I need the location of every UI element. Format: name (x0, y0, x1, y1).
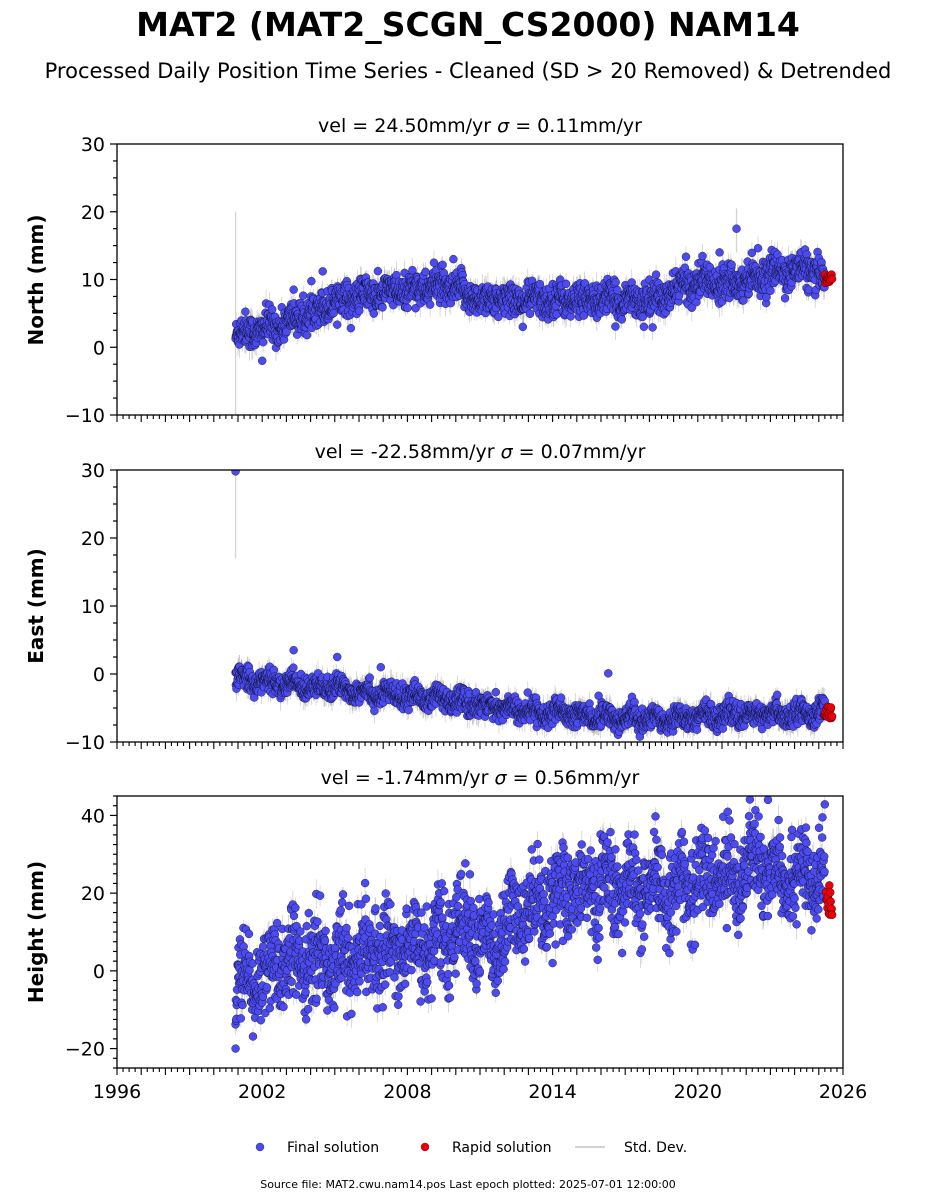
north-final-point (518, 322, 527, 332)
panel-north-title: vel = 24.50mm/yr σ = 0.11mm/yr (318, 115, 642, 137)
north-ytick-label: 30 (81, 134, 105, 156)
north-final-point (613, 285, 622, 295)
north-final-point (421, 267, 430, 276)
north-final-point (307, 277, 316, 286)
north-final-point (639, 322, 649, 331)
north-final-point (318, 267, 327, 276)
panel-north-axes: −10 0 10 20 30 (65, 134, 844, 427)
north-final-point (617, 315, 626, 324)
north-final-point (732, 224, 741, 233)
north-final-point (780, 294, 790, 303)
panel-north-plot (231, 208, 837, 415)
north-final-point (258, 356, 267, 365)
north-final-points (231, 224, 829, 365)
north-final-point (449, 254, 458, 264)
north-ytick-label: 20 (81, 202, 105, 224)
north-final-point (739, 296, 748, 305)
north-final-point (241, 307, 250, 316)
north-final-point (579, 311, 588, 320)
north-final-point (302, 330, 312, 340)
north-final-point (438, 260, 447, 270)
north-final-point (638, 312, 647, 322)
north-final-point (333, 320, 342, 329)
north-final-point (373, 266, 383, 276)
north-final-point (762, 292, 771, 302)
north-final-point (525, 309, 535, 318)
north-final-point (378, 303, 387, 312)
north-final-point (648, 323, 657, 332)
north-final-point (674, 291, 684, 301)
north-final-point (611, 278, 620, 287)
figure-subtitle: Processed Daily Position Time Series - C… (45, 59, 892, 83)
north-rapid-points (820, 270, 837, 287)
north-final-point (681, 252, 691, 261)
north-final-point (408, 266, 417, 275)
north-final-point (425, 300, 435, 309)
north-final-point (804, 285, 814, 294)
north-final-point (494, 312, 503, 322)
north-rapid-point (827, 274, 837, 284)
north-final-point (355, 306, 364, 316)
north-final-point (369, 309, 378, 318)
north-final-point (747, 248, 757, 258)
north-final-point (429, 258, 439, 267)
north-final-point (329, 308, 338, 318)
north-final-point (561, 279, 571, 288)
north-final-point (282, 327, 291, 336)
north-final-point (346, 324, 356, 333)
north-final-point (727, 260, 736, 269)
north-ytick-label: −10 (65, 405, 105, 427)
panel-east-plot (231, 470, 837, 742)
north-final-point (403, 303, 412, 313)
north-ytick-label: 10 (81, 270, 105, 292)
north-ytick-label: 0 (93, 337, 105, 359)
north-final-point (267, 305, 277, 314)
north-final-point (258, 338, 268, 347)
panel-east: vel = -22.58mm/yr σ = 0.07mm/yr East (mm… (24, 441, 844, 754)
north-final-point (753, 244, 763, 253)
north-final-point (715, 248, 724, 257)
north-final-point (651, 270, 661, 279)
panel-north: vel = 24.50mm/yr σ = 0.11mm/yr North (mm… (24, 115, 844, 427)
panel-east-ylabel: East (mm) (24, 548, 48, 664)
north-final-point (611, 322, 620, 331)
panel-north-ylabel: North (mm) (24, 214, 48, 345)
north-final-point (535, 279, 545, 289)
north-final-point (566, 312, 575, 321)
north-final-point (698, 251, 707, 261)
north-final-point (299, 291, 308, 300)
north-final-point (289, 285, 298, 294)
north-final-point (687, 303, 696, 312)
figure-title: MAT2 (MAT2_SCGN_CS2000) NAM14 (136, 5, 800, 44)
panel-east-title: vel = -22.58mm/yr σ = 0.07mm/yr (315, 441, 646, 463)
north-final-point (766, 286, 775, 295)
